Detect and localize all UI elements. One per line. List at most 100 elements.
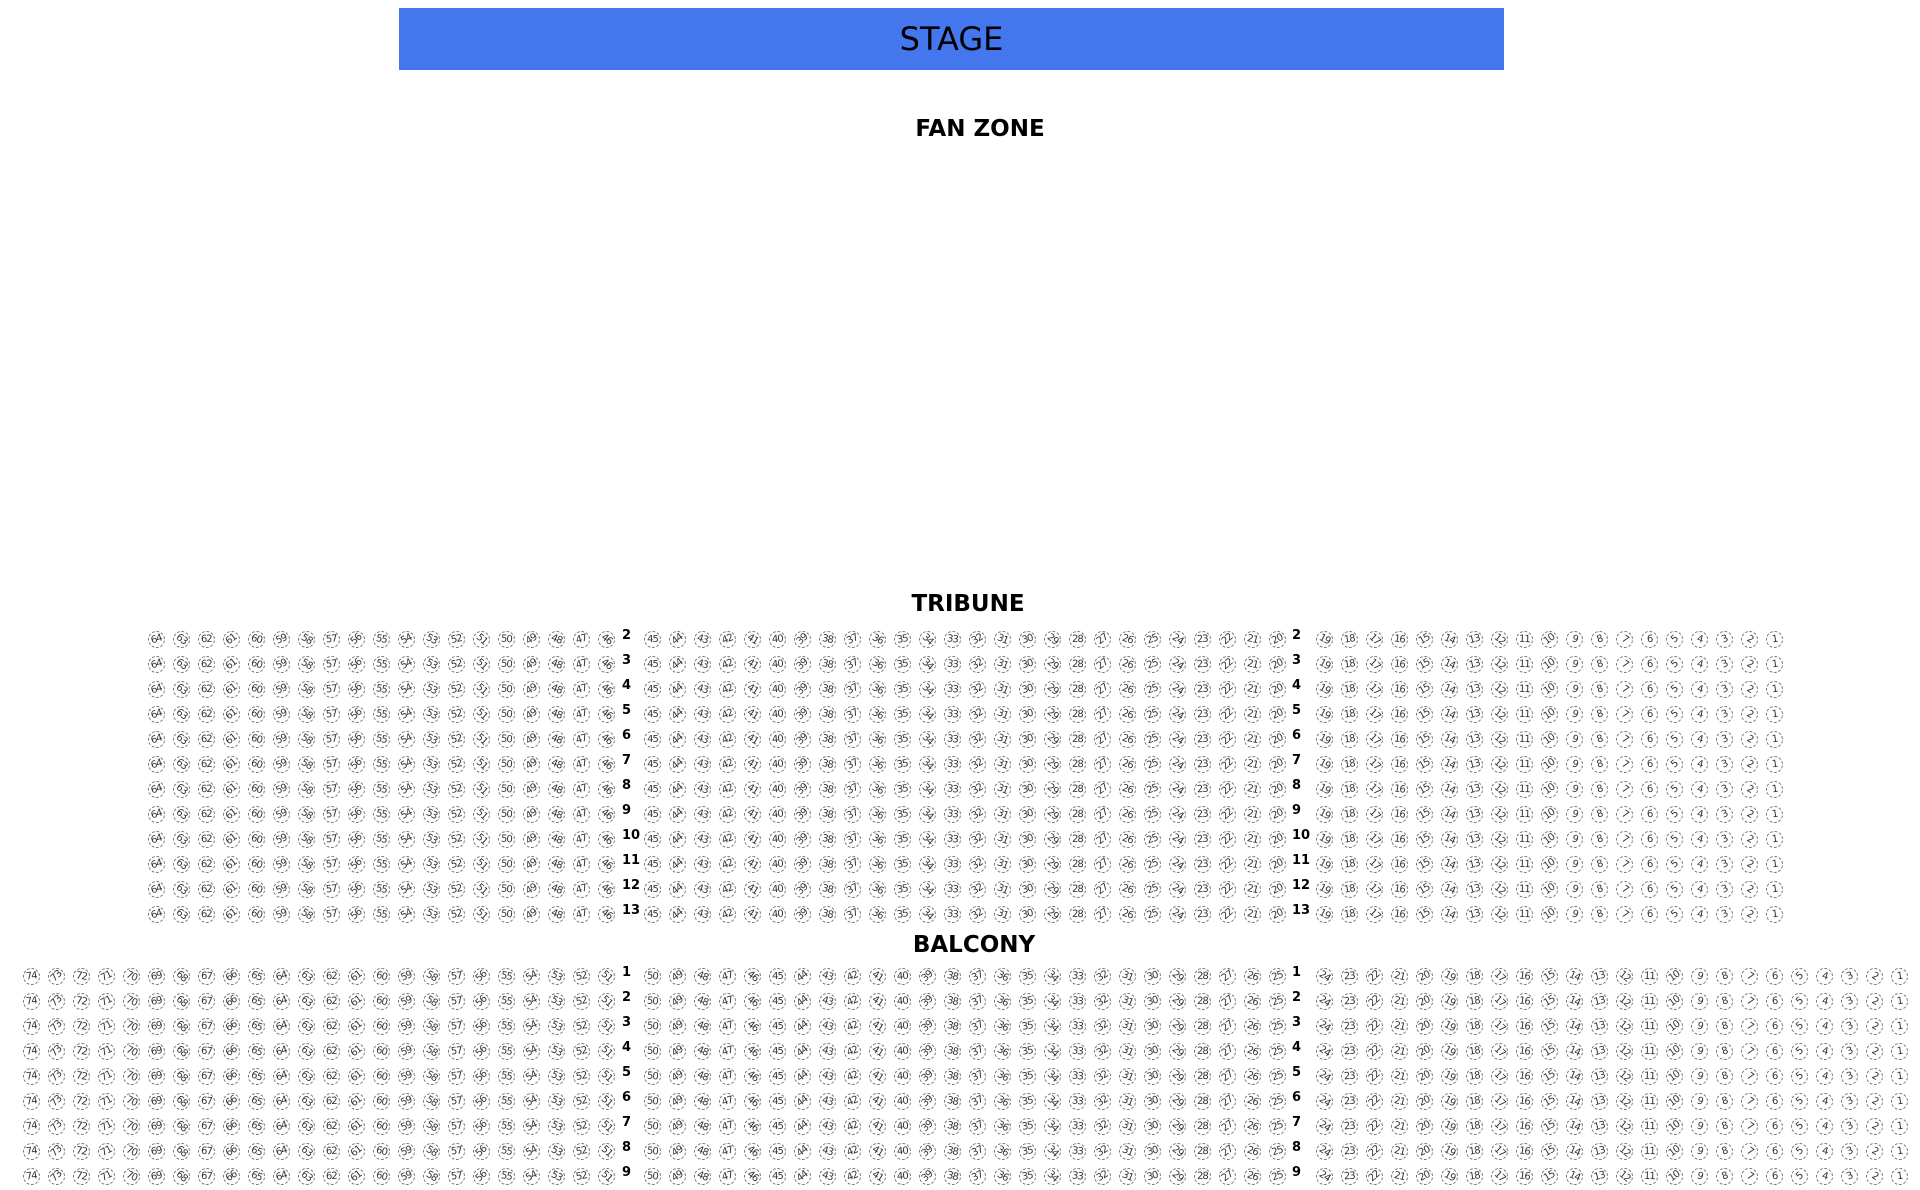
tribune-seat-row-2-23[interactable]: 23 [1194, 631, 1211, 648]
tribune-seat-row-9-61[interactable]: 61 [223, 806, 240, 823]
balcony-seat-row-3-11[interactable]: 11 [1641, 1018, 1658, 1035]
balcony-seat-row-6-45[interactable]: 45 [769, 1093, 786, 1110]
tribune-seat-row-4-62[interactable]: 62 [198, 681, 215, 698]
tribune-seat-row-12-3[interactable]: 3 [1716, 881, 1733, 898]
tribune-seat-row-6-28[interactable]: 28 [1069, 731, 1086, 748]
tribune-seat-row-9-23[interactable]: 23 [1194, 806, 1211, 823]
balcony-seat-row-8-38[interactable]: 38 [944, 1143, 961, 1160]
tribune-seat-row-3-21[interactable]: 21 [1244, 656, 1261, 673]
balcony-seat-row-8-25[interactable]: 25 [1269, 1143, 1286, 1160]
balcony-seat-row-8-22[interactable]: 22 [1366, 1143, 1383, 1160]
balcony-seat-row-4-38[interactable]: 38 [944, 1043, 961, 1060]
balcony-seat-row-7-61[interactable]: 61 [348, 1118, 365, 1135]
tribune-seat-row-8-31[interactable]: 31 [994, 781, 1011, 798]
balcony-seat-row-4-57[interactable]: 57 [448, 1043, 465, 1060]
tribune-seat-row-7-6[interactable]: 6 [1641, 756, 1658, 773]
tribune-seat-row-10-33[interactable]: 33 [944, 831, 961, 848]
balcony-seat-row-6-9[interactable]: 9 [1691, 1093, 1708, 1110]
tribune-seat-row-10-14[interactable]: 14 [1441, 831, 1458, 848]
balcony-seat-row-7-6[interactable]: 6 [1766, 1118, 1783, 1135]
tribune-seat-row-6-25[interactable]: 25 [1144, 731, 1161, 748]
tribune-seat-row-2-52[interactable]: 52 [448, 631, 465, 648]
tribune-seat-row-3-54[interactable]: 54 [398, 656, 415, 673]
balcony-seat-row-2-32[interactable]: 32 [1094, 993, 1111, 1010]
balcony-seat-row-4-36[interactable]: 36 [994, 1043, 1011, 1060]
balcony-seat-row-2-15[interactable]: 15 [1541, 993, 1558, 1010]
balcony-seat-row-2-60[interactable]: 60 [373, 993, 390, 1010]
balcony-seat-row-6-57[interactable]: 57 [448, 1093, 465, 1110]
balcony-seat-row-7-57[interactable]: 57 [448, 1118, 465, 1135]
balcony-seat-row-5-22[interactable]: 22 [1366, 1068, 1383, 1085]
tribune-seat-row-8-55[interactable]: 55 [373, 781, 390, 798]
tribune-seat-row-8-45[interactable]: 45 [644, 781, 661, 798]
balcony-seat-row-7-18[interactable]: 18 [1466, 1118, 1483, 1135]
balcony-seat-row-2-54[interactable]: 54 [523, 993, 540, 1010]
balcony-seat-row-2-19[interactable]: 19 [1441, 993, 1458, 1010]
balcony-seat-row-9-40[interactable]: 40 [894, 1168, 911, 1185]
tribune-seat-row-8-36[interactable]: 36 [869, 781, 886, 798]
tribune-seat-row-2-33[interactable]: 33 [944, 631, 961, 648]
tribune-seat-row-13-38[interactable]: 38 [819, 906, 836, 923]
tribune-seat-row-3-6[interactable]: 6 [1641, 656, 1658, 673]
tribune-seat-row-3-50[interactable]: 50 [498, 656, 515, 673]
tribune-seat-row-7-48[interactable]: 48 [548, 756, 565, 773]
balcony-seat-row-2-36[interactable]: 36 [994, 993, 1011, 1010]
tribune-seat-row-12-15[interactable]: 15 [1416, 881, 1433, 898]
tribune-seat-row-6-38[interactable]: 38 [819, 731, 836, 748]
balcony-seat-row-2-55[interactable]: 55 [498, 993, 515, 1010]
balcony-seat-row-5-59[interactable]: 59 [398, 1068, 415, 1085]
balcony-seat-row-3-74[interactable]: 74 [23, 1018, 40, 1035]
tribune-seat-row-12-29[interactable]: 29 [1044, 881, 1061, 898]
tribune-seat-row-11-52[interactable]: 52 [448, 856, 465, 873]
balcony-seat-row-7-28[interactable]: 28 [1194, 1118, 1211, 1135]
balcony-seat-row-5-41[interactable]: 41 [869, 1068, 886, 1085]
balcony-seat-row-8-31[interactable]: 31 [1119, 1143, 1136, 1160]
tribune-seat-row-2-27[interactable]: 27 [1094, 631, 1111, 648]
balcony-seat-row-9-20[interactable]: 20 [1416, 1168, 1433, 1185]
balcony-seat-row-5-38[interactable]: 38 [944, 1068, 961, 1085]
balcony-seat-row-2-4[interactable]: 4 [1816, 993, 1833, 1010]
balcony-seat-row-9-48[interactable]: 48 [694, 1168, 711, 1185]
tribune-seat-row-12-31[interactable]: 31 [994, 881, 1011, 898]
tribune-seat-row-12-40[interactable]: 40 [769, 881, 786, 898]
balcony-seat-row-2-52[interactable]: 52 [573, 993, 590, 1010]
tribune-seat-row-7-39[interactable]: 39 [794, 756, 811, 773]
balcony-seat-row-7-65[interactable]: 65 [248, 1118, 265, 1135]
balcony-seat-row-6-65[interactable]: 65 [248, 1093, 265, 1110]
tribune-seat-row-13-48[interactable]: 48 [548, 906, 565, 923]
balcony-seat-row-1-69[interactable]: 69 [148, 968, 165, 985]
tribune-seat-row-2-21[interactable]: 21 [1244, 631, 1261, 648]
balcony-seat-row-6-15[interactable]: 15 [1541, 1093, 1558, 1110]
balcony-seat-row-4-49[interactable]: 49 [669, 1043, 686, 1060]
balcony-seat-row-3-31[interactable]: 31 [1119, 1018, 1136, 1035]
balcony-seat-row-8-51[interactable]: 51 [598, 1143, 615, 1160]
tribune-seat-row-12-12[interactable]: 12 [1491, 881, 1508, 898]
tribune-seat-row-10-50[interactable]: 50 [498, 831, 515, 848]
balcony-seat-row-2-35[interactable]: 35 [1019, 993, 1036, 1010]
tribune-seat-row-11-25[interactable]: 25 [1144, 856, 1161, 873]
tribune-seat-row-10-58[interactable]: 58 [298, 831, 315, 848]
balcony-seat-row-4-43[interactable]: 43 [819, 1043, 836, 1060]
balcony-seat-row-8-1[interactable]: 1 [1891, 1143, 1908, 1160]
tribune-seat-row-13-28[interactable]: 28 [1069, 906, 1086, 923]
tribune-seat-row-3-43[interactable]: 43 [694, 656, 711, 673]
tribune-seat-row-10-44[interactable]: 44 [669, 831, 686, 848]
tribune-seat-row-9-43[interactable]: 43 [694, 806, 711, 823]
balcony-seat-row-1-17[interactable]: 17 [1491, 968, 1508, 985]
balcony-seat-row-7-60[interactable]: 60 [373, 1118, 390, 1135]
tribune-seat-row-9-29[interactable]: 29 [1044, 806, 1061, 823]
balcony-seat-row-6-12[interactable]: 12 [1616, 1093, 1633, 1110]
balcony-seat-row-3-12[interactable]: 12 [1616, 1018, 1633, 1035]
tribune-seat-row-12-30[interactable]: 30 [1019, 881, 1036, 898]
tribune-seat-row-5-11[interactable]: 11 [1516, 706, 1533, 723]
tribune-seat-row-7-53[interactable]: 53 [423, 756, 440, 773]
balcony-seat-row-8-24[interactable]: 24 [1316, 1143, 1333, 1160]
tribune-seat-row-5-27[interactable]: 27 [1094, 706, 1111, 723]
balcony-seat-row-1-50[interactable]: 50 [644, 968, 661, 985]
tribune-seat-row-13-56[interactable]: 56 [348, 906, 365, 923]
tribune-seat-row-5-43[interactable]: 43 [694, 706, 711, 723]
balcony-seat-row-4-11[interactable]: 11 [1641, 1043, 1658, 1060]
balcony-seat-row-4-13[interactable]: 13 [1591, 1043, 1608, 1060]
tribune-seat-row-13-22[interactable]: 22 [1219, 906, 1236, 923]
tribune-seat-row-12-42[interactable]: 42 [719, 881, 736, 898]
